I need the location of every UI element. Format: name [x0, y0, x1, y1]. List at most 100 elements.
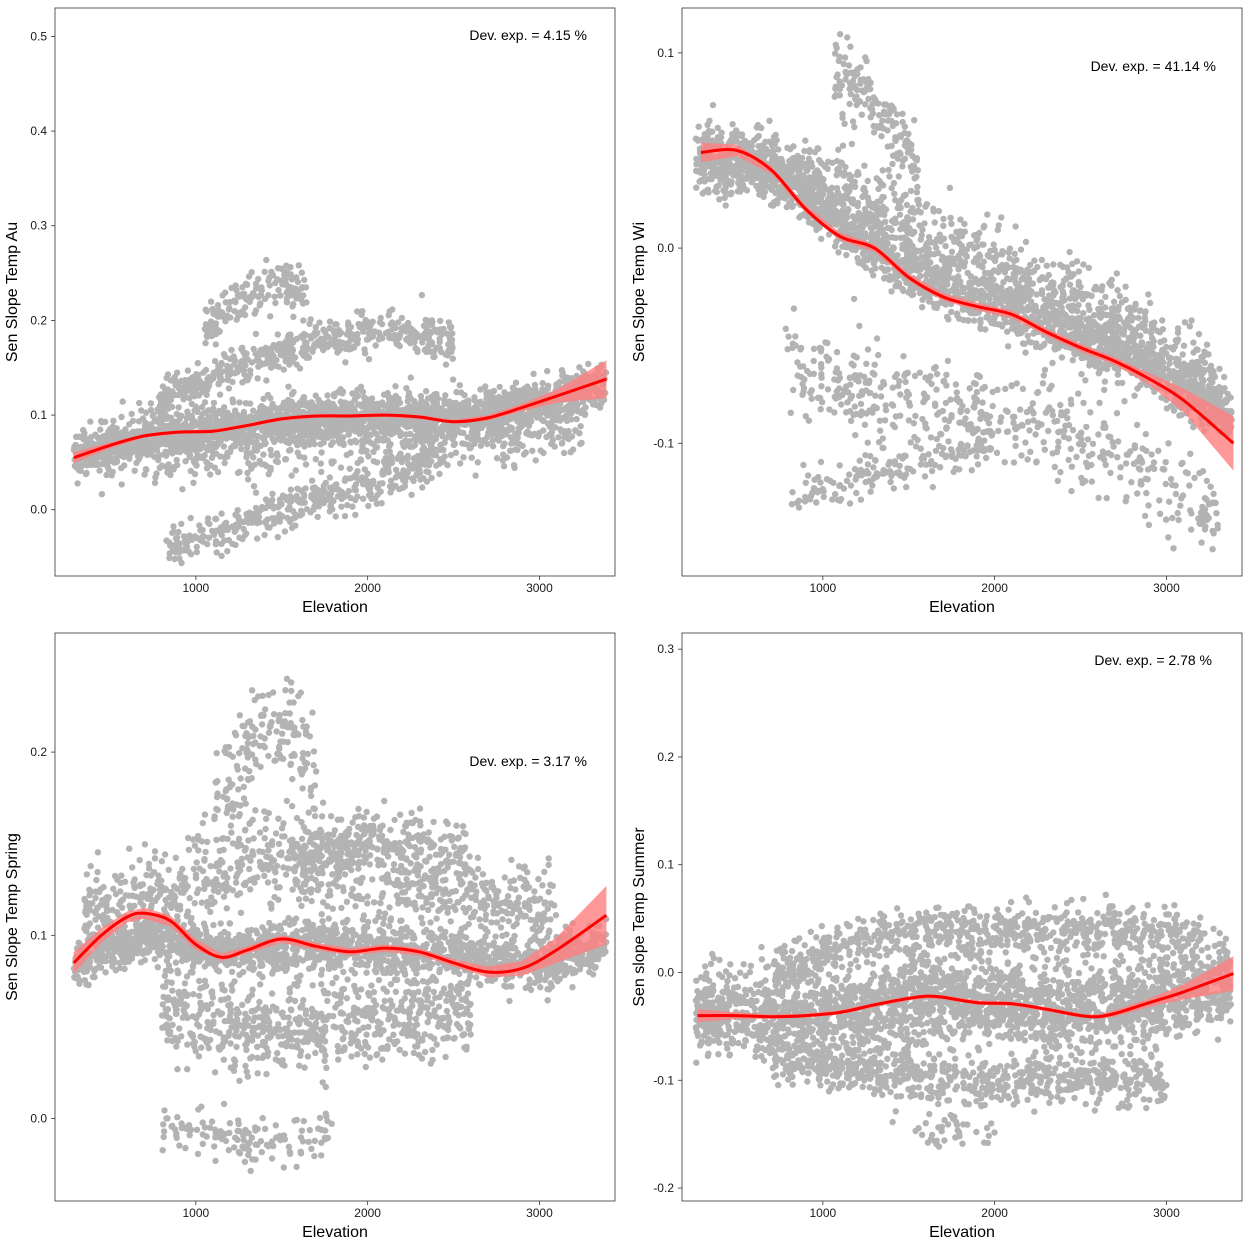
scatter-point [170, 466, 176, 472]
scatter-point [297, 365, 303, 371]
scatter-point [461, 392, 467, 398]
scatter-point [293, 422, 299, 428]
scatter-point [83, 471, 89, 477]
scatter-point [178, 521, 184, 527]
scatter-point [288, 487, 294, 493]
scatter-point [227, 314, 233, 320]
scatter-point [169, 450, 175, 456]
scatter-point [247, 367, 253, 373]
scatter-point [168, 421, 174, 427]
scatter-point [311, 345, 317, 351]
scatter-point [300, 427, 306, 433]
scatter-point [307, 509, 313, 515]
scatter-point [278, 514, 284, 520]
scatter-point [287, 447, 293, 453]
scatter-point [441, 440, 447, 446]
scatter-point [179, 486, 185, 492]
scatter-point [387, 397, 393, 403]
scatter-point [362, 476, 368, 482]
scatter-point [275, 265, 281, 271]
scatter-point [186, 532, 192, 538]
scatter-point [243, 350, 249, 356]
scatter-point [557, 379, 563, 385]
scatter-point [379, 321, 385, 327]
scatter-point [284, 337, 290, 343]
scatter-point [401, 327, 407, 333]
scatter-point [293, 467, 299, 473]
scatter-point [442, 400, 448, 406]
scatter-point [390, 483, 396, 489]
scatter-point [177, 449, 183, 455]
scatter-point [164, 439, 170, 445]
scatter-point [221, 527, 227, 533]
scatter-point [275, 364, 281, 370]
scatter-point [208, 298, 214, 304]
scatter-point [1168, 403, 1174, 409]
scatter-point [193, 462, 199, 468]
scatter-point [331, 458, 337, 464]
scatter-point [265, 500, 271, 506]
scatter-point [420, 475, 426, 481]
scatter-point [186, 380, 192, 386]
scatter-point [287, 499, 293, 505]
scatter-point [250, 290, 256, 296]
scatter-point [388, 478, 394, 484]
scatter-point [382, 403, 388, 409]
scatter-point [190, 480, 196, 486]
scatter-point [163, 400, 169, 406]
scatter-point [306, 354, 312, 360]
scatter-point [378, 315, 384, 321]
scatter-point [450, 376, 456, 382]
y-tick-label: 0.0 [30, 503, 47, 517]
scatter-point [482, 385, 488, 391]
scatter-point [201, 385, 207, 391]
scatter-point [306, 321, 312, 327]
scatter-point [247, 400, 253, 406]
scatter-point [576, 364, 582, 370]
scatter-point [272, 294, 278, 300]
scatter-point [376, 481, 382, 487]
scatter-point [260, 451, 266, 457]
scatter-point [353, 487, 359, 493]
scatter-point [342, 513, 348, 519]
scatter-point [292, 514, 298, 520]
scatter-point [437, 456, 443, 462]
scatter-point [576, 430, 582, 436]
scatter-point [527, 419, 533, 425]
scatter-point [511, 462, 517, 468]
scatter-point [213, 341, 219, 347]
scatter-point [268, 452, 274, 458]
scatter-point [370, 478, 376, 484]
scatter-point [263, 377, 269, 383]
scatter-point [552, 443, 558, 449]
scatter-point [1025, 333, 1031, 339]
scatter-point [538, 447, 544, 453]
scatter-point [187, 423, 193, 429]
scatter-point [193, 371, 199, 377]
scatter-point [99, 491, 105, 497]
scatter-point [447, 433, 453, 439]
scatter-point [257, 405, 263, 411]
scatter-point [216, 381, 222, 387]
scatter-point [213, 538, 219, 544]
scatter-point [300, 317, 306, 323]
scatter-point [197, 527, 203, 533]
scatter-point [215, 440, 221, 446]
scatter-point [263, 257, 269, 263]
scatter-point [96, 467, 102, 473]
scatter-point [344, 331, 350, 337]
scatter-point [227, 299, 233, 305]
scatter-point [473, 437, 479, 443]
scatter-point [366, 492, 372, 498]
scatter-point [354, 425, 360, 431]
scatter-point [475, 459, 481, 465]
scatter-point [285, 384, 291, 390]
scatter-point [469, 432, 475, 438]
scatter-point [345, 319, 351, 325]
scatter-point [106, 466, 112, 472]
scatter-point [78, 444, 84, 450]
scatter-point [484, 441, 490, 447]
scatter-point [457, 460, 463, 466]
scatter-point [243, 454, 249, 460]
scatter-point [265, 278, 271, 284]
